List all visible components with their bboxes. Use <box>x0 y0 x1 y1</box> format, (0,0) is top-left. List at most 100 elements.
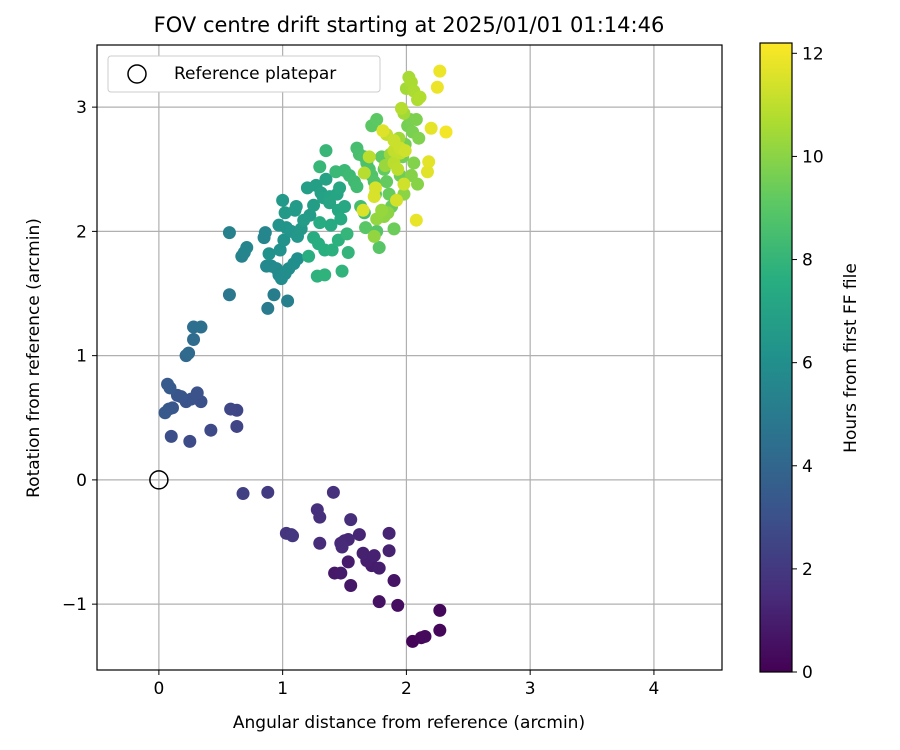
data-point <box>323 196 337 210</box>
colorbar-label: Hours from first FF file <box>841 263 861 453</box>
data-point <box>267 288 281 302</box>
data-point <box>367 229 381 243</box>
data-point <box>324 218 338 232</box>
data-point <box>158 406 172 420</box>
colorbar-gradient <box>760 43 792 672</box>
data-point <box>341 555 355 569</box>
x-axis-ticks: 0 1 2 3 4 <box>153 670 659 699</box>
data-point <box>350 180 364 194</box>
data-point <box>398 144 412 158</box>
data-point <box>367 549 381 563</box>
data-point <box>313 536 327 550</box>
data-point <box>356 546 370 560</box>
legend-label: Reference platepar <box>174 64 336 84</box>
data-point <box>273 243 287 257</box>
legend: Reference platepar <box>107 55 381 93</box>
data-point <box>413 90 427 104</box>
x-tick-label: 2 <box>401 679 412 699</box>
data-point <box>302 249 316 263</box>
data-point <box>204 423 218 437</box>
data-point <box>325 243 339 257</box>
data-point <box>418 629 432 643</box>
data-point <box>344 513 358 527</box>
data-point <box>412 131 426 145</box>
data-point <box>380 175 394 189</box>
data-point <box>356 203 370 217</box>
data-point <box>372 595 386 609</box>
data-point <box>397 177 411 191</box>
y-tick-label: 1 <box>76 347 87 367</box>
colorbar-tick-label: 4 <box>802 457 813 477</box>
data-point <box>187 332 201 346</box>
data-point <box>318 268 332 282</box>
x-axis-label: Angular distance from reference (arcmin) <box>233 713 585 733</box>
data-point <box>340 227 354 241</box>
data-point <box>387 222 401 236</box>
data-point <box>313 160 327 174</box>
data-point <box>407 156 421 170</box>
data-point <box>391 162 405 176</box>
data-point <box>319 172 333 186</box>
y-tick-label: 2 <box>76 222 87 242</box>
plot-frame <box>96 44 723 671</box>
x-tick-label: 0 <box>153 679 164 699</box>
data-point <box>326 485 340 499</box>
y-tick-label: 3 <box>76 98 87 118</box>
data-point <box>370 113 384 127</box>
data-point <box>276 193 290 207</box>
data-point <box>334 566 348 580</box>
y-axis-ticks: −1 0 1 2 3 <box>62 98 97 615</box>
data-point <box>341 246 355 260</box>
colorbar-tick-label: 2 <box>802 560 813 580</box>
data-point <box>222 226 236 240</box>
data-point <box>224 402 238 416</box>
colorbar-tick-label: 0 <box>802 663 813 683</box>
data-point <box>376 124 390 138</box>
reference-point <box>149 470 169 490</box>
data-point <box>422 155 436 169</box>
data-point <box>183 434 197 448</box>
data-point <box>362 150 376 164</box>
x-tick-label: 4 <box>649 679 660 699</box>
data-point <box>359 221 373 235</box>
data-point <box>261 485 275 499</box>
colorbar-tick-label: 12 <box>802 44 824 64</box>
data-point <box>372 561 386 575</box>
legend-box <box>107 55 381 93</box>
data-point <box>390 193 404 207</box>
data-point <box>222 288 236 302</box>
colorbar-tick-label: 10 <box>802 147 824 167</box>
data-point <box>344 579 358 593</box>
data-point <box>335 264 349 278</box>
data-point <box>357 166 371 180</box>
data-point <box>433 603 447 617</box>
x-tick-label: 3 <box>525 679 536 699</box>
data-point <box>258 226 272 240</box>
data-point <box>281 294 295 308</box>
colorbar-tick-label: 6 <box>802 354 813 374</box>
data-point <box>319 144 333 158</box>
data-point <box>382 526 396 540</box>
data-points <box>158 64 453 648</box>
data-point <box>409 213 423 227</box>
chart-title: FOV centre drift starting at 2025/01/01 … <box>154 13 665 37</box>
data-point <box>286 529 300 543</box>
y-axis-label: Rotation from reference (arcmin) <box>24 218 44 498</box>
data-point <box>333 181 347 195</box>
data-point <box>313 216 327 230</box>
data-point <box>261 301 275 315</box>
data-point <box>420 165 434 179</box>
data-point <box>230 419 244 433</box>
data-point <box>387 574 401 588</box>
data-point <box>338 200 352 214</box>
data-point <box>394 101 408 115</box>
colorbar-tick-label: 8 <box>802 251 813 271</box>
y-tick-label: 0 <box>76 471 87 491</box>
data-point <box>372 241 386 255</box>
data-point <box>382 544 396 558</box>
x-tick-label: 1 <box>277 679 288 699</box>
data-point <box>334 212 348 226</box>
data-point <box>161 377 175 391</box>
data-point <box>409 113 423 127</box>
